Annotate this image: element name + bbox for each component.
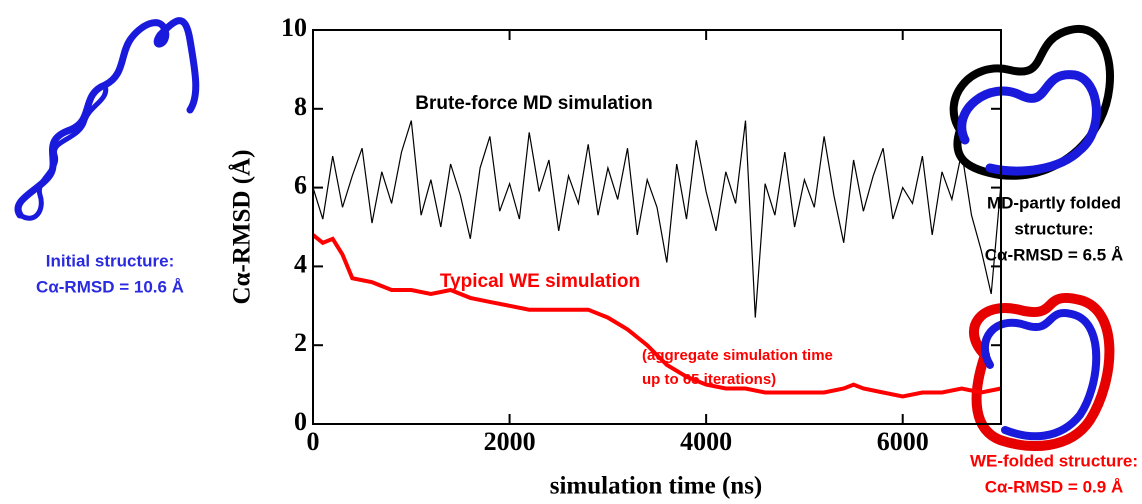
series-label: Brute-force MD simulation xyxy=(415,93,653,114)
y-tick-label: 6 xyxy=(294,171,307,200)
backbone xyxy=(17,82,109,221)
we-structure-image xyxy=(969,293,1115,451)
x-tick-label: 4000 xyxy=(680,427,732,456)
backbone xyxy=(957,70,1101,176)
structure-caption: structure: xyxy=(1014,219,1093,238)
series-line xyxy=(311,233,1002,399)
backbone xyxy=(981,309,1101,441)
structure-caption: Cα-RMSD = 10.6 Å xyxy=(36,277,184,296)
plot-frame xyxy=(312,29,1002,425)
structure-caption: MD-partly folded xyxy=(987,193,1121,212)
y-tick-label: 0 xyxy=(294,407,307,436)
backbone xyxy=(949,24,1114,180)
backbone xyxy=(14,17,200,219)
annotation: up to 65 iterations) xyxy=(642,371,776,388)
x-axis-label: simulation time (ns) xyxy=(550,473,763,500)
structure-caption: Initial structure: xyxy=(46,251,174,270)
x-tick-label: 6000 xyxy=(877,427,929,456)
y-tick-label: 2 xyxy=(294,328,307,357)
y-axis-label: Cα-RMSD (Å) xyxy=(228,150,256,305)
series-label: Typical WE simulation xyxy=(440,271,640,292)
x-tick-label: 2000 xyxy=(484,427,536,456)
structure-caption: Cα-RMSD = 0.9 Å xyxy=(985,477,1123,496)
x-tick-label: 0 xyxy=(307,427,320,456)
series-line xyxy=(312,120,1002,318)
y-tick-label: 4 xyxy=(294,249,307,278)
annotation: (aggregate simulation time xyxy=(642,347,833,364)
md-structure-image xyxy=(949,24,1114,180)
structure-caption: Cα-RMSD = 6.5 Å xyxy=(985,245,1123,264)
backbone xyxy=(969,293,1115,451)
y-tick-label: 8 xyxy=(294,92,307,121)
structure-caption: WE-folded structure: xyxy=(970,451,1138,470)
y-tick-label: 10 xyxy=(281,13,307,42)
initial-structure-image xyxy=(14,17,200,221)
